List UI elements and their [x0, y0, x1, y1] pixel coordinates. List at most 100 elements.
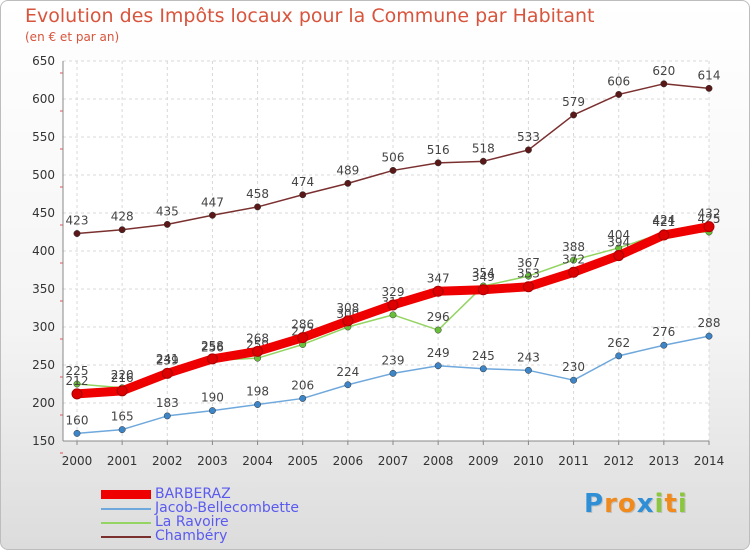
- data-label-barberaz: 349: [472, 270, 495, 284]
- point-barberaz: [297, 332, 309, 344]
- logo-letter: P: [584, 489, 605, 519]
- data-label-jacob-bellecombette: 249: [427, 346, 450, 360]
- x-tick-label: 2006: [333, 454, 364, 468]
- data-label-chamb-ry: 606: [607, 74, 630, 88]
- data-label-chamb-ry: 516: [427, 143, 450, 157]
- data-label-la-ravoire: 424: [652, 213, 675, 227]
- point-barberaz: [522, 281, 534, 293]
- point-barberaz: [703, 221, 715, 233]
- x-tick-label: 2011: [558, 454, 589, 468]
- legend-label-jacob-bellecombette: Jacob-Bellecombette: [155, 500, 300, 516]
- point-chamb-ry: [660, 80, 668, 88]
- data-label-chamb-ry: 489: [336, 163, 359, 177]
- point-chamb-ry: [73, 230, 81, 237]
- data-label-jacob-bellecombette: 288: [698, 316, 721, 330]
- point-jacob-bellecombette: [118, 426, 126, 434]
- x-tick-label: 2000: [62, 454, 93, 468]
- logo-letter: t: [664, 489, 678, 519]
- point-chamb-ry: [524, 146, 532, 154]
- data-label-la-ravoire: 354: [472, 266, 495, 280]
- data-label-chamb-ry: 447: [201, 195, 224, 209]
- data-label-barberaz: 216: [111, 371, 134, 385]
- logo-letter: x: [636, 489, 655, 519]
- data-label-chamb-ry: 474: [291, 175, 314, 189]
- y-tick-label: 450: [32, 206, 55, 220]
- data-label-barberaz: 239: [156, 353, 179, 367]
- logo-letter: o: [617, 489, 637, 519]
- point-barberaz: [342, 315, 354, 327]
- logo-letter: r: [604, 489, 618, 519]
- data-label-barberaz: 286: [291, 318, 314, 332]
- y-tick-label: 600: [32, 92, 55, 106]
- chart-title: Evolution des Impôts locaux pour la Comm…: [25, 5, 595, 27]
- chart-subtitle: (en € et par an): [25, 30, 120, 44]
- point-jacob-bellecombette: [208, 407, 216, 415]
- point-chamb-ry: [479, 157, 487, 165]
- data-label-chamb-ry: 423: [66, 214, 89, 228]
- x-tick-label: 2010: [513, 454, 544, 468]
- y-tick-label: 300: [32, 320, 55, 334]
- point-jacob-bellecombette: [254, 401, 262, 408]
- point-chamb-ry: [434, 159, 442, 167]
- data-label-barberaz: 432: [698, 207, 721, 221]
- data-label-jacob-bellecombette: 230: [562, 360, 585, 374]
- point-chamb-ry: [615, 90, 623, 98]
- y-tick-label: 350: [32, 282, 55, 296]
- data-label-chamb-ry: 458: [246, 187, 269, 201]
- data-label-barberaz: 329: [382, 285, 405, 299]
- y-tick-label: 650: [32, 54, 55, 68]
- point-jacob-bellecombette: [73, 429, 81, 437]
- point-chamb-ry: [254, 203, 262, 211]
- point-la-ravoire: [524, 272, 532, 280]
- legend-swatch-barberaz: [101, 490, 151, 499]
- point-barberaz: [387, 299, 399, 311]
- data-label-chamb-ry: 614: [698, 68, 721, 82]
- point-chamb-ry: [163, 220, 171, 228]
- data-label-chamb-ry: 506: [382, 150, 405, 164]
- legend-label-chambery: Chambéry: [155, 528, 228, 544]
- point-barberaz: [477, 284, 489, 296]
- logo-letter: i: [654, 489, 665, 519]
- point-chamb-ry: [705, 84, 713, 92]
- point-la-ravoire: [570, 256, 578, 264]
- x-tick-label: 2007: [378, 454, 409, 468]
- point-barberaz: [658, 229, 670, 241]
- data-label-barberaz: 372: [562, 252, 585, 266]
- point-jacob-bellecombette: [524, 366, 532, 374]
- x-tick-label: 2013: [649, 454, 680, 468]
- data-label-la-ravoire: 425: [698, 212, 721, 226]
- y-tick-label: 550: [32, 130, 55, 144]
- point-barberaz: [116, 385, 128, 397]
- data-label-jacob-bellecombette: 165: [111, 410, 134, 424]
- point-chamb-ry: [570, 111, 578, 119]
- data-label-jacob-bellecombette: 276: [652, 325, 675, 339]
- data-label-la-ravoire: 225: [66, 364, 89, 378]
- point-jacob-bellecombette: [299, 394, 307, 402]
- y-tick-label: 150: [32, 434, 55, 448]
- point-barberaz: [206, 353, 218, 365]
- data-label-jacob-bellecombette: 243: [517, 350, 540, 364]
- point-la-ravoire: [73, 380, 81, 388]
- data-label-la-ravoire: 367: [517, 256, 540, 270]
- data-label-barberaz: 308: [336, 301, 359, 315]
- data-label-la-ravoire: 296: [427, 310, 450, 324]
- data-label-chamb-ry: 428: [111, 210, 134, 224]
- data-label-jacob-bellecombette: 198: [246, 385, 269, 399]
- x-tick-label: 2002: [152, 454, 183, 468]
- data-label-la-ravoire: 220: [111, 368, 134, 382]
- point-barberaz: [71, 388, 83, 400]
- data-label-barberaz: 421: [652, 215, 675, 229]
- x-tick-label: 2001: [107, 454, 138, 468]
- data-label-la-ravoire: 256: [201, 340, 224, 354]
- data-label-la-ravoire: 404: [607, 228, 630, 242]
- y-tick-label: 500: [32, 168, 55, 182]
- y-tick-label: 400: [32, 244, 55, 258]
- data-label-barberaz: 212: [66, 374, 89, 388]
- point-chamb-ry: [208, 211, 216, 219]
- point-la-ravoire: [389, 311, 397, 319]
- data-label-la-ravoire: 388: [562, 240, 585, 254]
- x-tick-label: 2012: [603, 454, 634, 468]
- data-label-jacob-bellecombette: 245: [472, 349, 495, 363]
- data-label-chamb-ry: 620: [652, 64, 675, 78]
